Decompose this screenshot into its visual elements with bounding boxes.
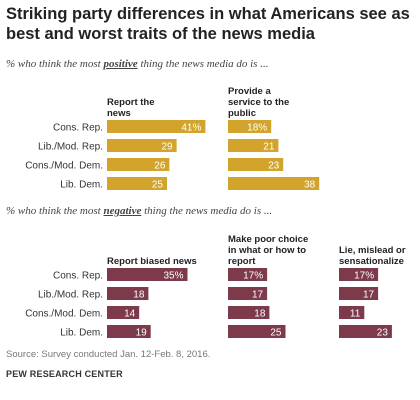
bar-negative-make-poor-choice-in--lib-mod-rep: [228, 287, 268, 300]
data-label-negative-3-1: 17%: [354, 271, 374, 282]
series-header-negative-3: sensationalize: [339, 256, 404, 267]
data-label-positive-2-2: 21: [263, 142, 275, 153]
data-label-positive-1-1: 41%: [181, 123, 201, 134]
bar-negative-report-biased-news-cons-mod-dem: [107, 306, 140, 319]
bar-positive-provide-a-service-to-lib-mod-rep: [228, 139, 279, 152]
series-header-negative-2: Make poor choice: [228, 234, 308, 245]
data-label-positive-2-3: 23: [268, 161, 280, 172]
data-label-positive-1-3: 26: [154, 161, 166, 172]
bar-negative-make-poor-choice-in--cons-mod-dem: [228, 306, 270, 319]
bar-positive-provide-a-service-to-cons-rep: [228, 120, 272, 133]
series-header-negative-2: in what or how to: [228, 245, 306, 256]
bar-negative-make-poor-choice-in--cons-rep: [228, 268, 268, 281]
series-header-positive-1: Report the: [107, 97, 155, 108]
negative-subtitle-suffix: thing the news media do is ...: [141, 205, 273, 217]
data-label-negative-2-2: 17: [252, 290, 264, 301]
negative-subtitle: % who think the most negative thing the …: [6, 205, 272, 217]
data-label-positive-2-4: 38: [304, 180, 316, 191]
bar-negative-report-biased-news-lib-dem: [107, 325, 151, 338]
bar-negative-lie-mislead-or-sensa-cons-mod-dem: [339, 306, 365, 319]
brand-logo-text: PEW RESEARCH CENTER: [6, 369, 123, 379]
source-note: Source: Survey conducted Jan. 12-Feb. 8,…: [6, 349, 211, 360]
data-label-negative-1-4: 19: [136, 328, 148, 339]
positive-subtitle-suffix: thing the news media do is ...: [137, 58, 269, 70]
category-label-positive-cons-rep: Cons. Rep.: [53, 123, 103, 134]
series-header-positive-1: news: [107, 108, 131, 119]
data-label-negative-1-1: 35%: [163, 271, 183, 282]
category-label-positive-lib-mod-rep: Lib./Mod. Rep.: [38, 142, 103, 153]
data-label-negative-3-2: 17: [363, 290, 375, 301]
series-header-negative-3: Lie, mislead or: [339, 245, 406, 256]
bar-positive-provide-a-service-to-lib-dem: [228, 177, 320, 190]
bar-positive-report-the-news-lib-dem: [107, 177, 167, 190]
bar-negative-report-biased-news-lib-mod-rep: [107, 287, 149, 300]
category-label-negative-lib-dem: Lib. Dem.: [60, 328, 103, 339]
series-header-negative-2: report: [228, 256, 256, 267]
bar-positive-report-the-news-cons-rep: [107, 120, 206, 133]
bar-negative-lie-mislead-or-sensa-lib-dem: [339, 325, 392, 338]
positive-subtitle: % who think the most positive thing the …: [6, 58, 268, 70]
bar-negative-lie-mislead-or-sensa-cons-rep: [339, 268, 379, 281]
bar-positive-provide-a-service-to-cons-mod-dem: [228, 158, 284, 171]
data-label-negative-2-4: 25: [270, 328, 282, 339]
data-label-negative-1-2: 18: [133, 290, 145, 301]
positive-subtitle-prefix: % who think the most: [6, 58, 104, 70]
bar-positive-report-the-news-lib-mod-rep: [107, 139, 177, 152]
bar-negative-report-biased-news-cons-rep: [107, 268, 188, 281]
data-label-negative-2-1: 17%: [243, 271, 263, 282]
data-label-negative-3-4: 23: [377, 328, 389, 339]
bar-negative-make-poor-choice-in--lib-dem: [228, 325, 286, 338]
category-label-positive-cons-mod-dem: Cons./Mod. Dem.: [25, 161, 103, 172]
data-label-positive-2-1: 18%: [247, 123, 267, 134]
category-label-negative-cons-mod-dem: Cons./Mod. Dem.: [25, 309, 103, 320]
series-header-positive-2: service to the: [228, 97, 289, 108]
negative-subtitle-keyword: negative: [103, 205, 142, 217]
series-header-negative-1: Report biased news: [107, 256, 197, 267]
negative-subtitle-prefix: % who think the most: [6, 205, 104, 217]
bar-negative-lie-mislead-or-sensa-lib-mod-rep: [339, 287, 379, 300]
data-label-positive-1-2: 29: [161, 142, 173, 153]
chart-title: Striking party differences in what Ameri…: [6, 5, 410, 43]
positive-subtitle-keyword: positive: [103, 58, 138, 70]
data-label-negative-1-3: 14: [124, 309, 136, 320]
category-label-negative-lib-mod-rep: Lib./Mod. Rep.: [38, 290, 103, 301]
data-label-negative-2-3: 18: [254, 309, 266, 320]
series-header-positive-2: Provide a: [228, 86, 271, 97]
series-header-positive-2: public: [228, 108, 256, 119]
data-label-negative-3-3: 11: [350, 309, 361, 320]
data-label-positive-1-4: 25: [152, 180, 164, 191]
category-label-negative-cons-rep: Cons. Rep.: [53, 271, 103, 282]
category-label-positive-lib-dem: Lib. Dem.: [60, 180, 103, 191]
bar-positive-report-the-news-cons-mod-dem: [107, 158, 170, 171]
